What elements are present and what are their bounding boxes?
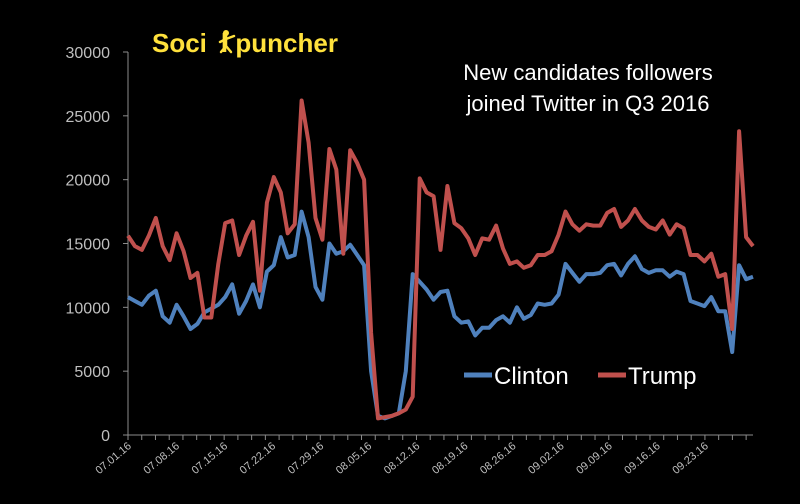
brand-text-part1: Soci xyxy=(152,28,207,58)
y-axis-ticks: 0 5000 10000 15000 20000 25000 30000 xyxy=(66,45,128,445)
y-tick-label: 25000 xyxy=(66,109,111,126)
series-lines xyxy=(126,98,755,421)
social-puncher-logo: Soci l puncher xyxy=(152,28,338,58)
legend-label-trump: Trump xyxy=(628,363,696,390)
brand-text-part2: l puncher xyxy=(221,28,338,58)
chart-title-line-1: New candidates followers xyxy=(463,60,712,85)
y-tick-label: 20000 xyxy=(66,173,111,190)
legend: Clinton Trump xyxy=(464,363,696,390)
legend-label-clinton: Clinton xyxy=(494,363,569,390)
puncher-figure-icon xyxy=(218,30,236,54)
y-tick-label: 10000 xyxy=(66,300,111,317)
y-tick-label: 15000 xyxy=(66,237,111,254)
chart-title-line-2: joined Twitter in Q3 2016 xyxy=(466,91,710,116)
series-line-clinton xyxy=(127,209,754,421)
series-line-trump xyxy=(126,98,755,421)
y-tick-label: 0 xyxy=(101,428,110,445)
y-tick-label: 30000 xyxy=(66,45,111,62)
y-tick-label: 5000 xyxy=(74,364,110,381)
